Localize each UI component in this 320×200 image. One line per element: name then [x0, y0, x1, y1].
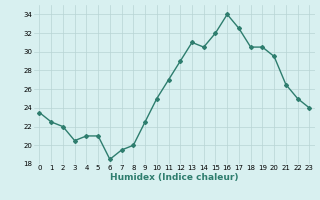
X-axis label: Humidex (Indice chaleur): Humidex (Indice chaleur): [110, 173, 239, 182]
